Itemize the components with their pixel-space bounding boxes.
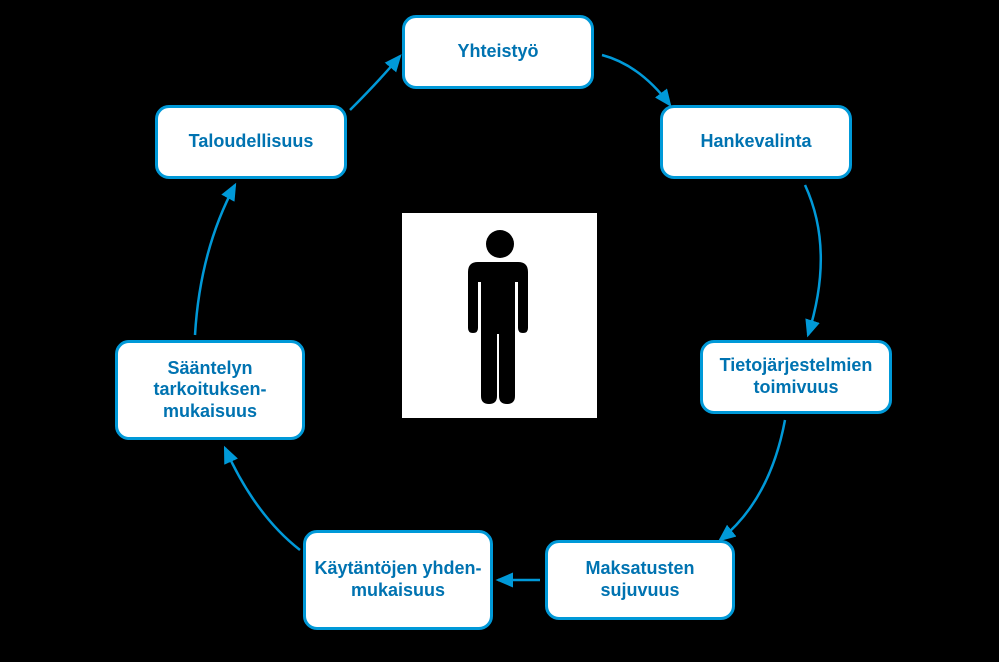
- arrow-a7: [350, 56, 400, 110]
- node-n7: Taloudellisuus: [155, 105, 347, 179]
- arrow-a3: [720, 420, 785, 540]
- node-label: Käytäntöjen yhden-mukaisuus: [314, 558, 482, 601]
- node-n3: Tietojärjestelmien toimivuus: [700, 340, 892, 414]
- node-label: Hankevalinta: [700, 131, 811, 153]
- arrow-a6: [195, 185, 235, 335]
- arrow-a1: [602, 55, 670, 105]
- node-n6: Sääntelyn tarkoituksen-mukaisuus: [115, 340, 305, 440]
- node-n2: Hankevalinta: [660, 105, 852, 179]
- arrow-a5: [225, 448, 300, 550]
- node-n1: Yhteistyö: [402, 15, 594, 89]
- node-label: Maksatusten sujuvuus: [556, 558, 724, 601]
- node-n5: Käytäntöjen yhden-mukaisuus: [303, 530, 493, 630]
- person-icon: [440, 226, 560, 406]
- node-n4: Maksatusten sujuvuus: [545, 540, 735, 620]
- node-label: Tietojärjestelmien toimivuus: [711, 355, 881, 398]
- center-person-box: [402, 213, 597, 418]
- arrow-a2: [805, 185, 821, 335]
- node-label: Sääntelyn tarkoituksen-mukaisuus: [126, 358, 294, 423]
- node-label: Taloudellisuus: [189, 131, 314, 153]
- diagram-stage: Yhteistyö Hankevalinta Tietojärjestelmien …: [0, 0, 999, 662]
- node-label: Yhteistyö: [457, 41, 538, 63]
